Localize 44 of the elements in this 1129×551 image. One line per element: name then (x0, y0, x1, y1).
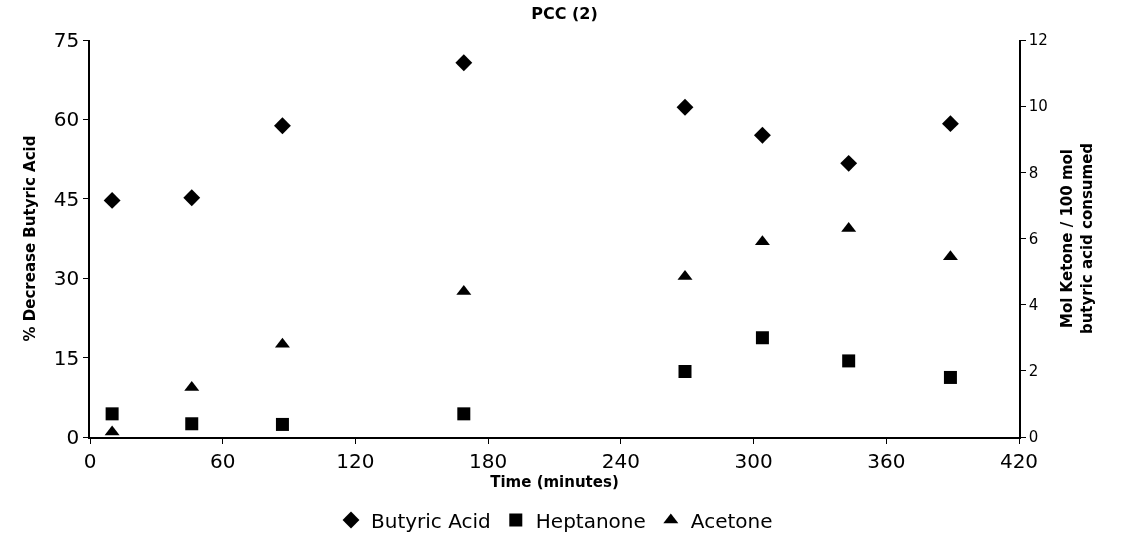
y-tick-label: 0 (66, 425, 80, 449)
y2-tick-label: 2 (1028, 362, 1039, 381)
legend-label: Acetone (690, 508, 773, 533)
point (185, 417, 199, 431)
y2-axis-title: Mol Ketone / 100 mol butyric acid consumed (1058, 142, 1096, 335)
x-tick-label: 240 (601, 448, 640, 473)
point (273, 117, 291, 135)
y-tick-label: 15 (53, 345, 80, 370)
point (943, 370, 957, 384)
point (275, 417, 289, 431)
x-tick-label: 120 (336, 448, 375, 473)
x-tick-label: 360 (867, 448, 906, 473)
x-tick-label: 60 (209, 448, 236, 473)
y2-tick-label: 12 (1028, 31, 1048, 50)
x-tick-label: 0 (83, 448, 97, 473)
point (678, 365, 692, 378)
point (183, 189, 201, 207)
point (105, 407, 119, 421)
x-tick-label: 180 (469, 448, 508, 473)
point (842, 354, 856, 368)
point (457, 407, 471, 421)
x-tick-label: 420 (999, 448, 1039, 473)
y-tick-label: 60 (53, 107, 80, 132)
y-axis-title: % Decrease Butyric Acid (20, 135, 39, 342)
legend-label: Heptanone (535, 508, 646, 533)
y2-tick-label: 6 (1028, 229, 1039, 248)
point (840, 154, 858, 172)
y2-tick-label: 0 (1028, 428, 1039, 447)
y2-tick-label: 10 (1028, 97, 1048, 116)
point (103, 191, 121, 209)
point (455, 54, 473, 72)
y2-tick-label: 4 (1028, 295, 1039, 314)
legend-label: Butyric Acid (371, 508, 491, 533)
y-tick-label: 75 (53, 28, 80, 52)
y-tick-label: 45 (53, 186, 80, 211)
y-tick-label: 30 (53, 266, 80, 291)
x-tick-label: 300 (734, 448, 773, 473)
x-axis-title: Time (minutes) (490, 472, 619, 491)
point (755, 331, 769, 345)
point (941, 115, 959, 133)
chart-title: PCC (2) (531, 4, 598, 24)
y2-tick-label: 8 (1028, 163, 1039, 182)
point (753, 126, 771, 144)
point (676, 98, 694, 116)
